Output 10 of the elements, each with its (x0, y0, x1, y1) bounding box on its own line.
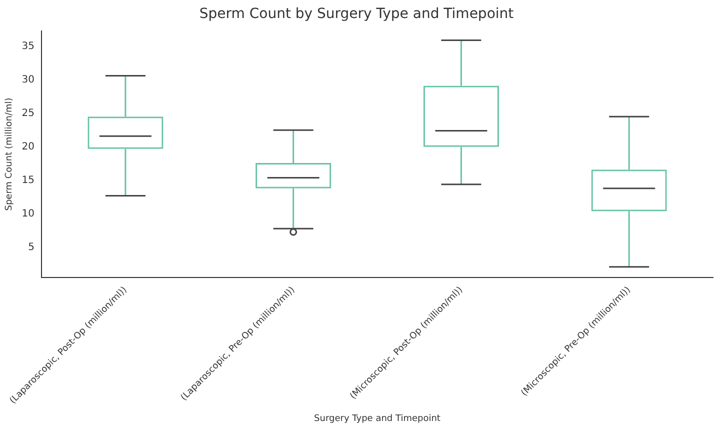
y-tick-label: 10 (22, 208, 35, 220)
x-axis-title: Surgery Type and Timepoint (314, 414, 441, 424)
y-tick-label: 5 (28, 242, 35, 254)
y-tick-label: 35 (22, 40, 35, 52)
y-axis-title: Sperm Count (million/ml) (4, 98, 15, 211)
y-tick-label: 25 (22, 108, 35, 119)
y-tick-label: 30 (22, 74, 35, 86)
y-tick-label: 15 (22, 174, 35, 186)
y-tick-label: 20 (22, 141, 35, 152)
chart-title: Sperm Count by Surgery Type and Timepoint (199, 6, 514, 22)
